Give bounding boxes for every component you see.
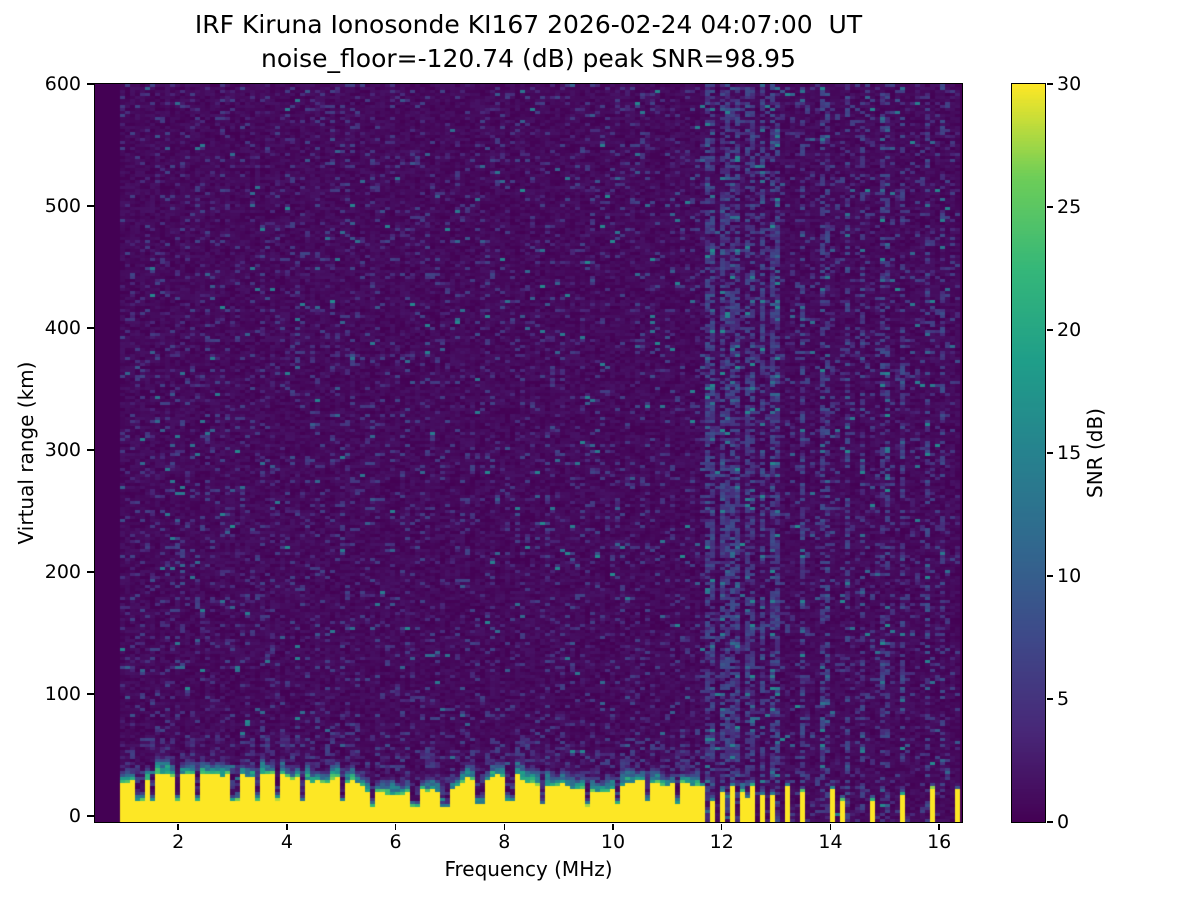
x-tick-label: 10	[600, 831, 626, 853]
colorbar-tick-mark	[1047, 821, 1053, 823]
colorbar-tick-mark	[1047, 575, 1053, 577]
x-tick-mark	[503, 824, 506, 830]
colorbar-tick-label: 30	[1057, 73, 1082, 95]
x-tick-mark	[829, 824, 832, 830]
x-tick-mark	[720, 824, 723, 830]
x-tick-mark	[394, 824, 397, 830]
x-tick-label: 8	[498, 831, 511, 853]
y-tick-label: 500	[44, 194, 81, 217]
x-tick-mark	[177, 824, 179, 830]
colorbar-tick-label: 25	[1057, 196, 1082, 218]
colorbar-tick-label: 5	[1057, 688, 1070, 710]
y-tick-mark	[86, 815, 94, 817]
colorbar-tick-label: 20	[1057, 319, 1082, 341]
x-tick-mark	[612, 824, 614, 830]
x-tick-label: 14	[818, 831, 843, 853]
colorbar-tick-mark	[1047, 206, 1053, 208]
x-axis-label: Frequency (MHz)	[444, 857, 613, 881]
y-tick-mark	[86, 449, 94, 451]
y-tick-mark	[86, 693, 94, 695]
chart-subtitle: noise_floor=-120.74 (dB) peak SNR=98.95	[261, 44, 796, 73]
y-tick-label: 200	[44, 560, 81, 583]
colorbar-tick-label: 10	[1057, 565, 1082, 587]
x-tick-label: 2	[172, 831, 185, 853]
x-tick-mark	[286, 824, 288, 830]
colorbar-tick-mark	[1047, 83, 1053, 85]
y-tick-label: 100	[44, 682, 81, 705]
y-tick-mark	[86, 205, 94, 207]
colorbar-canvas	[1011, 83, 1045, 822]
x-tick-label: 12	[709, 831, 734, 853]
x-tick-label: 4	[280, 831, 293, 853]
heatmap-canvas	[94, 83, 962, 822]
y-tick-mark	[86, 327, 94, 329]
plot-area	[93, 82, 963, 823]
colorbar-tick-label: 0	[1057, 811, 1070, 833]
y-tick-mark	[86, 571, 94, 573]
chart-title: IRF Kiruna Ionosonde KI167 2026-02-24 04…	[194, 10, 863, 39]
y-tick-mark	[86, 83, 94, 85]
y-tick-label: 400	[44, 316, 81, 339]
colorbar-tick-mark	[1047, 329, 1053, 331]
colorbar-tick-label: 15	[1057, 442, 1082, 464]
x-tick-mark	[938, 824, 940, 830]
y-tick-label: 0	[68, 804, 81, 827]
y-tick-label: 300	[44, 438, 81, 461]
x-tick-label: 6	[389, 831, 402, 853]
colorbar	[1010, 82, 1046, 823]
colorbar-tick-mark	[1047, 698, 1053, 700]
x-tick-label: 16	[927, 831, 952, 853]
colorbar-tick-mark	[1047, 452, 1053, 454]
y-tick-label: 600	[44, 73, 81, 95]
